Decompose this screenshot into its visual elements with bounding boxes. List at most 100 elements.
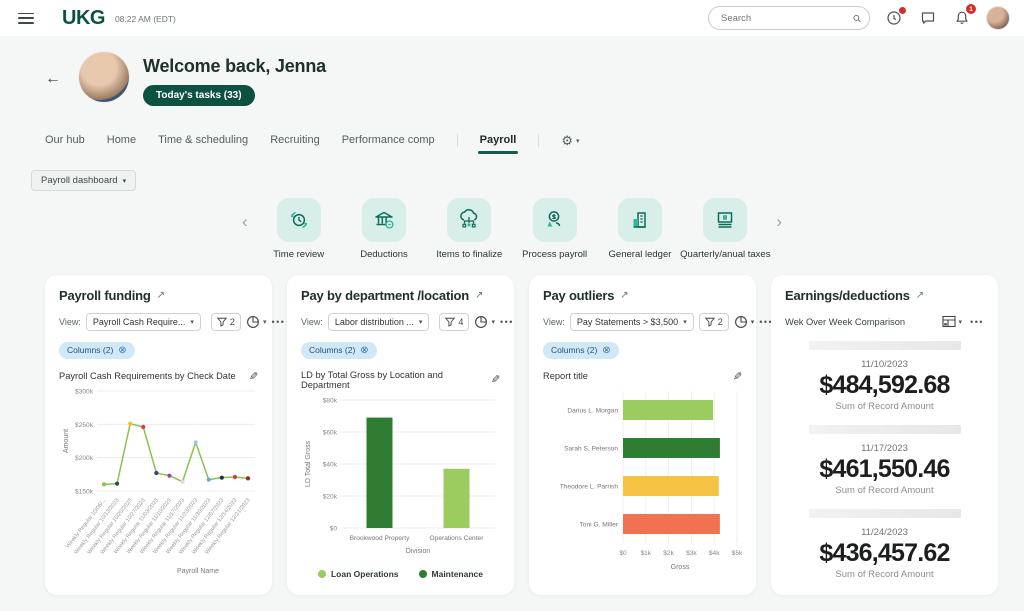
filter-count: 2	[717, 317, 723, 327]
view-select[interactable]: Payroll Cash Require... ▾	[85, 313, 201, 331]
action-label: Deductions	[360, 249, 408, 260]
action-items-to-finalize[interactable]: Items to finalize	[428, 198, 510, 260]
notifications-bell-icon[interactable]: 1	[952, 4, 976, 28]
todays-tasks-button[interactable]: Today's tasks (33)	[143, 85, 255, 106]
tab-time-scheduling[interactable]: Time & scheduling	[158, 134, 249, 146]
remove-chip-icon[interactable]: ⊗	[118, 344, 127, 356]
action-label: Items to finalize	[436, 249, 503, 260]
svg-text:$0: $0	[330, 525, 338, 532]
filter-button[interactable]: 2	[698, 313, 729, 331]
stat-date: 11/24/2023	[861, 527, 908, 538]
svg-text:$5k: $5k	[732, 550, 743, 557]
more-options-icon[interactable]: •••	[499, 317, 514, 327]
view-select-value: Pay Statements > $3,500	[576, 317, 679, 327]
pay-by-department-bar-chart: $0 $20k $40k $60k $80k LD Total Gross Brookwoo…	[305, 397, 495, 555]
action-label: General ledger	[608, 249, 672, 260]
chevron-down-icon: ▾	[262, 319, 267, 326]
menu-icon[interactable]	[18, 12, 34, 24]
svg-text:$0: $0	[619, 550, 627, 557]
svg-text:Sarah S. Peterson: Sarah S. Peterson	[564, 445, 618, 452]
more-options-icon[interactable]: •••	[271, 317, 286, 327]
tab-recruiting[interactable]: Recruiting	[270, 134, 320, 146]
week-stat: 11/10/2023 $484,592.68 Sum of Record Amo…	[785, 341, 984, 412]
svg-text:Operations Center: Operations Center	[430, 535, 485, 542]
chat-icon[interactable]	[918, 8, 938, 28]
dashboard-selector[interactable]: Payroll dashboard ▾	[31, 170, 137, 191]
columns-chip[interactable]: Columns (2) ⊗	[301, 341, 377, 359]
action-label: Process payroll	[522, 249, 588, 260]
user-avatar[interactable]	[986, 6, 1010, 30]
chevron-down-icon: ▾	[418, 319, 423, 326]
card-title[interactable]: Pay outliers	[543, 288, 615, 303]
gear-icon: ⚙	[561, 132, 573, 148]
remove-chip-icon[interactable]: ⊗	[602, 344, 611, 356]
svg-text:Toni G. Miller: Toni G. Miller	[580, 521, 619, 528]
filter-button[interactable]: 2	[210, 313, 241, 331]
card-title[interactable]: Payroll funding	[59, 288, 151, 303]
edit-pencil-icon[interactable]: ✎	[732, 370, 742, 383]
chevron-down-icon: ▾	[750, 319, 755, 326]
edit-pencil-icon[interactable]: ✎	[490, 374, 500, 386]
action-deductions[interactable]: Deductions	[343, 198, 425, 260]
card-title[interactable]: Pay by department /location	[301, 288, 469, 303]
more-options-icon[interactable]: •••	[970, 316, 984, 327]
svg-text:$300k: $300k	[75, 388, 94, 395]
card-title[interactable]: Earnings/deductions	[785, 288, 910, 303]
external-link-icon[interactable]: ↗	[474, 290, 484, 301]
view-label: View:	[301, 317, 323, 327]
general-ledger-icon	[633, 212, 646, 228]
chart-type-button[interactable]: ▾	[246, 315, 267, 329]
filter-icon	[216, 317, 227, 327]
columns-chip[interactable]: Columns (2) ⊗	[59, 341, 135, 359]
filter-count: 2	[229, 317, 235, 327]
view-select-value: Payroll Cash Require...	[92, 317, 186, 327]
edit-pencil-icon[interactable]: ✎	[248, 370, 258, 383]
stat-divider-bar	[808, 341, 961, 350]
svg-text:$2k: $2k	[663, 550, 674, 557]
tab-home[interactable]: Home	[106, 134, 137, 146]
chart-type-button[interactable]: ▾	[474, 315, 495, 329]
search-icon	[853, 14, 861, 22]
legend-dot	[418, 569, 427, 578]
action-process-payroll[interactable]: Process payroll	[514, 198, 596, 260]
display-type-button[interactable]: ▾	[941, 315, 962, 328]
dashboard-cards: Payroll funding ↗ View: Payroll Cash Req…	[45, 275, 998, 595]
action-label: Time review	[273, 249, 325, 260]
remove-chip-icon[interactable]: ⊗	[360, 344, 369, 356]
chart-type-button[interactable]: ▾	[734, 315, 755, 329]
view-select[interactable]: Pay Statements > $3,500 ▾	[569, 313, 694, 331]
tab-payroll[interactable]: Payroll	[477, 134, 519, 154]
carousel-right-icon[interactable]: ›	[776, 212, 782, 231]
search-input[interactable]	[721, 12, 853, 24]
action-label: Quarterly/anual taxes	[680, 249, 771, 260]
main-nav-tabs: Our hub Home Time & scheduling Recruitin…	[45, 133, 580, 155]
payroll-actions-carousel: ‹ Time review Deductions Items to finali…	[238, 198, 786, 260]
action-time-review[interactable]: Time review	[258, 198, 340, 260]
current-time: 08:22 AM (EDT)	[114, 14, 176, 24]
view-label: View:	[59, 317, 81, 327]
external-link-icon[interactable]: ↗	[620, 290, 629, 301]
top-bar: UKG 08:22 AM (EDT) 1	[0, 0, 1024, 36]
notifications-badge: 1	[966, 4, 976, 14]
search-bar[interactable]	[708, 6, 870, 30]
carousel-left-icon[interactable]: ‹	[242, 212, 248, 231]
stat-amount: $484,592.68	[819, 371, 950, 399]
filter-button[interactable]: 4	[439, 313, 470, 331]
more-options-icon[interactable]: •••	[759, 317, 774, 327]
earnings-deductions-card: Earnings/deductions ↗ Wek Over Week Comp…	[771, 275, 998, 595]
stat-caption: Sum of Record Amount	[835, 401, 934, 412]
svg-text:$200k: $200k	[75, 455, 94, 462]
tab-performance-comp[interactable]: Performance comp	[341, 134, 435, 146]
external-link-icon[interactable]: ↗	[156, 290, 166, 301]
external-link-icon[interactable]: ↗	[915, 290, 925, 301]
action-quarterly-taxes[interactable]: Quarterly/anual taxes	[680, 198, 770, 260]
tabs-settings-gear-icon[interactable]: ⚙ ▾	[561, 133, 579, 156]
view-select[interactable]: Labor distribution ... ▾	[327, 313, 430, 331]
whats-new-icon[interactable]	[884, 7, 906, 28]
stat-caption: Sum of Record Amount	[835, 485, 934, 496]
filter-count: 4	[458, 317, 464, 327]
back-arrow-icon[interactable]: ←	[45, 70, 61, 87]
columns-chip[interactable]: Columns (2) ⊗	[543, 341, 619, 359]
tab-our-hub[interactable]: Our hub	[45, 134, 85, 146]
action-general-ledger[interactable]: General ledger	[599, 198, 681, 260]
